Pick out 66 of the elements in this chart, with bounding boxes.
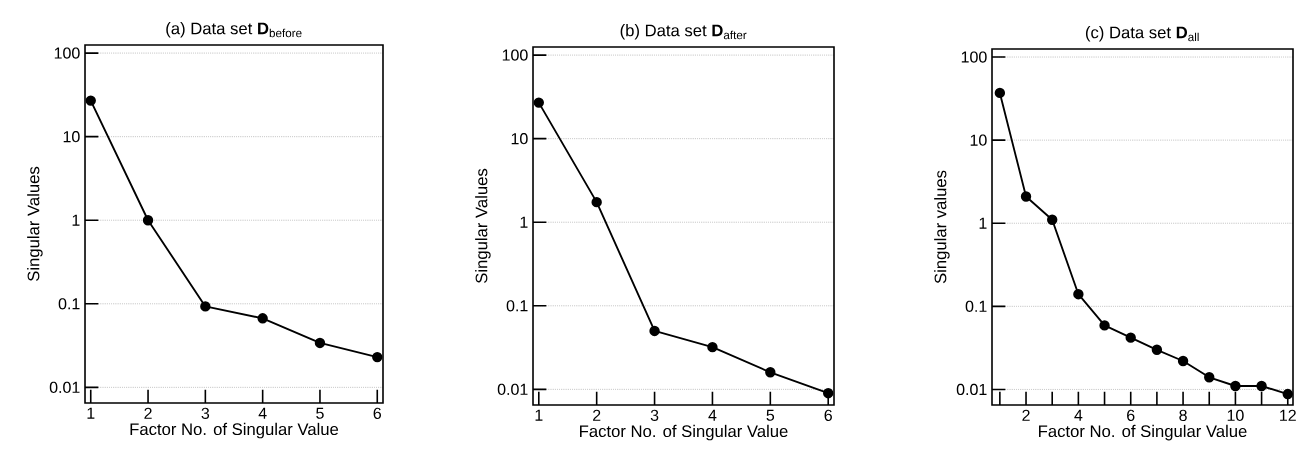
x-tick-label: 5 <box>766 409 775 421</box>
y-axis-title: Singular Values <box>475 168 491 283</box>
x-tick-label: 3 <box>201 407 210 420</box>
y-tick-label: 100 <box>54 47 80 59</box>
x-tick-label: 1 <box>535 409 543 421</box>
point <box>1099 320 1110 331</box>
x-tick-label: 12 <box>1280 409 1296 421</box>
y-tick-label: 10 <box>511 133 528 145</box>
x-tick-label: 4 <box>258 407 267 419</box>
point <box>1230 380 1241 392</box>
y-tick-label: 100 <box>502 49 528 61</box>
point <box>1151 344 1163 355</box>
point <box>707 341 718 353</box>
x-tick-label: 4 <box>708 409 717 421</box>
x-tick-label: 3 <box>650 409 659 422</box>
y-tick-label: 0.1 <box>506 300 528 312</box>
y-tick-label: 0.01 <box>497 383 528 396</box>
x-tick-label: 2 <box>593 409 601 421</box>
chart-title: (b) Data set D$_{after}$ <box>620 24 747 40</box>
x-tick-label: 5 <box>316 407 324 419</box>
y-axis-title: Singular Values <box>27 166 43 281</box>
y-tick-label: 1 <box>979 217 987 229</box>
y-tick-label: 0.1 <box>965 300 987 312</box>
point <box>1282 388 1293 400</box>
y-tick-label: 100 <box>961 51 987 63</box>
point <box>1204 372 1215 383</box>
point <box>372 351 383 363</box>
y-tick-label: 10 <box>970 134 987 146</box>
point <box>1020 191 1032 202</box>
point <box>533 97 544 108</box>
x-tick-label: 4 <box>1074 409 1083 421</box>
x-tick-label: 2 <box>144 407 152 419</box>
y-tick-label: 1 <box>520 216 528 228</box>
y-axis-title: Singular values <box>934 170 950 284</box>
chart-title: (c) Data set D$_{all}$ <box>1085 26 1199 42</box>
point <box>823 387 834 399</box>
point <box>200 301 211 312</box>
point <box>1073 288 1084 300</box>
point <box>994 87 1006 99</box>
point <box>649 325 660 337</box>
point <box>257 313 268 324</box>
x-tick-label: 6 <box>373 407 382 420</box>
x-tick-label: 6 <box>824 409 832 422</box>
y-tick-label: 1 <box>72 214 80 226</box>
x-tick-label: 2 <box>1022 409 1030 421</box>
y-tick-label: 10 <box>63 131 80 143</box>
point <box>1256 380 1267 392</box>
y-tick-label: 0.1 <box>58 298 80 310</box>
point <box>765 367 776 378</box>
point <box>314 337 326 349</box>
x-axis-title: Factor No. of Singular Value <box>130 422 339 439</box>
point <box>1047 214 1058 226</box>
point <box>1177 355 1189 367</box>
y-tick-label: 0.01 <box>49 381 80 394</box>
x-axis-title: Factor No. of Singular Value <box>1039 424 1247 441</box>
point <box>1125 332 1136 343</box>
point <box>142 215 154 226</box>
x-axis-title: Factor No. of Singular Value <box>580 424 788 441</box>
x-tick-label: 8 <box>1179 409 1187 422</box>
x-tick-label: 10 <box>1227 409 1244 422</box>
y-tick-label: 0.01 <box>956 383 987 396</box>
point <box>591 196 602 208</box>
x-tick-label: 6 <box>1127 409 1135 422</box>
chart-title: (a) Data set D$_{before}$ <box>166 22 302 38</box>
x-tick-label: 1 <box>87 407 95 419</box>
point <box>85 95 96 106</box>
